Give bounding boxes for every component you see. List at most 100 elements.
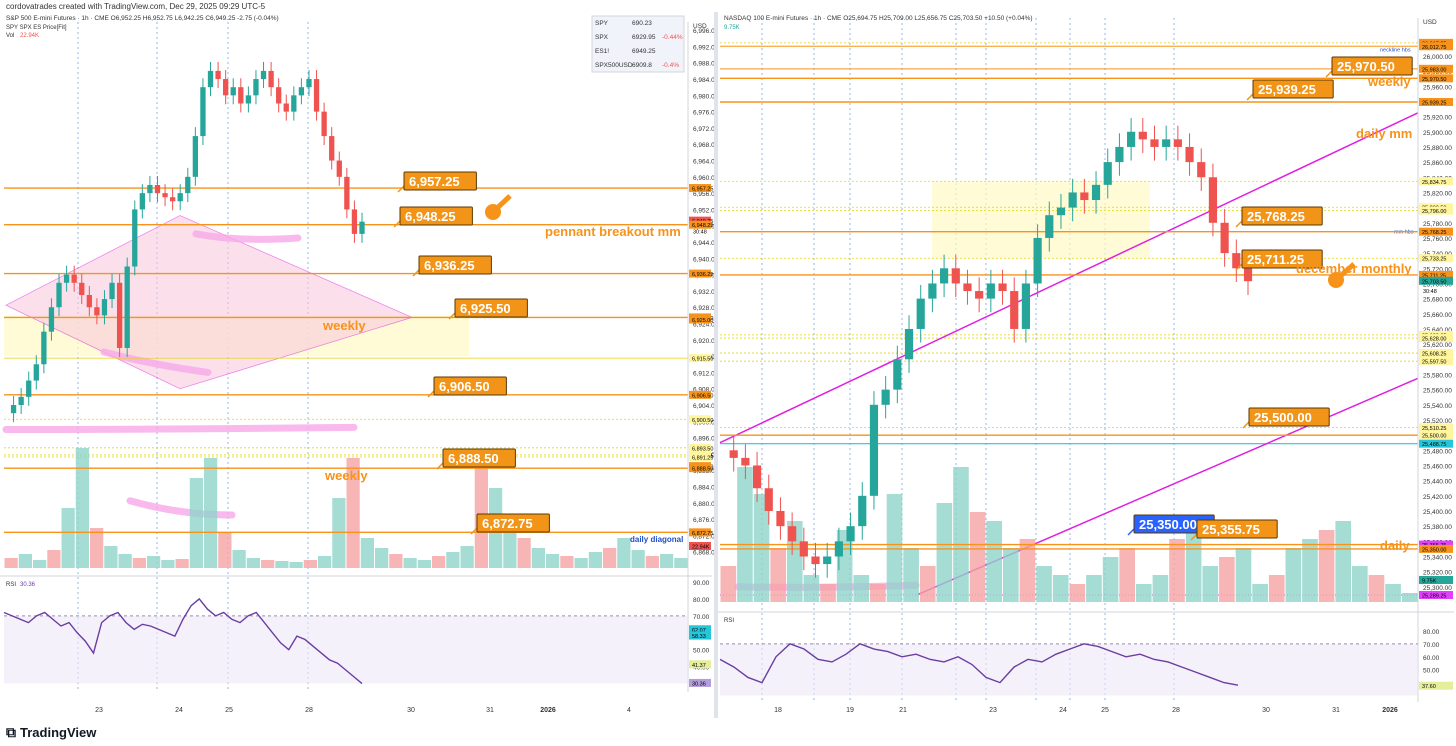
price-axis-tag-text: 25,970.50: [1422, 77, 1446, 83]
price-axis-tag: [1419, 544, 1453, 553]
candle-body: [276, 87, 282, 104]
candle-body: [268, 70, 274, 88]
rsi-axis-tag: [689, 660, 711, 669]
price-axis-tag: [689, 464, 711, 473]
price-axis-tag: [689, 542, 711, 550]
volume-legend-value: 22.94K: [20, 33, 39, 39]
pennant-shape: [5, 215, 414, 390]
level-note: pennant breakout mm: [545, 224, 681, 239]
volume-bar: [531, 548, 545, 568]
candle-body: [132, 209, 138, 267]
volume-bar: [318, 556, 332, 568]
rsi-tick-label: 90.00: [693, 580, 710, 587]
price-axis-tag: [1419, 42, 1453, 51]
volume-bar: [1102, 557, 1119, 602]
price-axis-tag: [1419, 334, 1453, 343]
price-axis-tag: [689, 452, 711, 461]
price-axis-tag: [1419, 276, 1453, 285]
price-tick-label: 25,320.00: [1423, 570, 1452, 577]
price-tick-label: 25,340.00: [1423, 554, 1452, 561]
volume-bar: [1119, 548, 1135, 602]
candle-body: [41, 331, 47, 365]
price-tick-label: 25,420.00: [1423, 494, 1452, 501]
candle-body: [359, 221, 365, 234]
candle-body: [200, 87, 206, 137]
candle-body: [741, 457, 750, 466]
volume-bar: [1135, 584, 1152, 602]
volume-bar: [1368, 575, 1385, 602]
volume-bar: [803, 575, 820, 602]
candle-body: [71, 274, 77, 283]
highlight-stroke: [192, 230, 302, 243]
candle-body: [260, 70, 267, 80]
time-tick-label: 21: [899, 707, 907, 714]
price-axis-tag: [689, 415, 711, 424]
candle-body: [1091, 184, 1101, 201]
volume-bar: [261, 560, 275, 568]
volume-bar: [18, 554, 32, 568]
price-tick-label: 6,904.00: [693, 403, 714, 410]
price-tick-label: 6,884.00: [693, 485, 714, 492]
watchlist-change: -0.44%: [662, 34, 683, 41]
price-axis-tag-text: 6,906.50: [692, 393, 713, 399]
price-axis-tag: [1419, 349, 1453, 358]
price-tick-label: 25,820.00: [1423, 190, 1452, 197]
candle-body: [313, 79, 320, 112]
volume-bar: [218, 532, 232, 568]
bar-countdown: 30:48: [1423, 289, 1437, 295]
watchlist-panel: [591, 15, 685, 73]
candle-body: [185, 176, 191, 194]
candle-body: [63, 274, 70, 283]
volume-bar: [1352, 566, 1368, 602]
rsi-line: [719, 643, 1239, 686]
price-axis-tag-text: 25,500.00: [1422, 434, 1446, 440]
candle-body: [811, 556, 820, 565]
volume-bar: [674, 558, 688, 568]
price-tick-label: 6,872.00: [693, 533, 714, 540]
rsi-axis-tag-text: 58.33: [692, 634, 706, 640]
price-axis-tag-text: 26,012.75: [1422, 45, 1446, 51]
currency-label: USD: [693, 23, 707, 30]
candle-body: [33, 364, 39, 381]
level-callout-price: 25,768.25: [1247, 209, 1305, 224]
level-note: weekly: [324, 468, 368, 483]
volume-bar: [1335, 521, 1352, 602]
time-tick-label: 30: [407, 707, 415, 714]
candle-body: [245, 95, 252, 104]
level-callout-box: [1248, 407, 1330, 427]
time-tick-label: 23: [95, 707, 103, 714]
candle-body: [1068, 192, 1077, 208]
volume-bar: [603, 548, 617, 568]
rsi-axis-tag-text: 37.60: [1422, 684, 1436, 690]
level-callout-price: 25,355.75: [1202, 522, 1260, 537]
time-tick-label: 31: [486, 707, 494, 714]
level-callout-price: 25,711.25: [1247, 252, 1304, 267]
candle-body: [764, 488, 773, 511]
volume-bar: [403, 558, 417, 568]
candle-body: [86, 295, 92, 308]
candle-body: [283, 103, 289, 112]
candle-body: [291, 95, 297, 112]
volume-bar: [517, 538, 531, 568]
es-futures-chart[interactable]: SPY 690.23 SPX 6929.95 -0.44% ES1! 6949.25 SPX5…: [0, 12, 714, 718]
price-axis-tag-text: 25,796.00: [1422, 209, 1446, 215]
price-axis-tag-text: 25,289.25: [1422, 593, 1446, 599]
level-note: december monthly: [1296, 261, 1412, 276]
price-tick-label: 6,920.00: [693, 338, 714, 345]
level-callout-box: [399, 206, 473, 226]
candle-body: [306, 79, 312, 88]
volume-bar: [660, 554, 674, 568]
price-axis-tag: [1419, 227, 1453, 236]
time-tick-label: 30: [1262, 707, 1270, 714]
volume-bar: [919, 566, 936, 602]
volume-bar: [118, 554, 132, 568]
watchlist-last: 6949.25: [632, 48, 656, 55]
volume-bar: [147, 556, 161, 568]
volume-bar: [1169, 539, 1185, 602]
rsi-axis-tag-text: 30.36: [692, 681, 706, 687]
time-tick-label: 23: [989, 707, 997, 714]
candle-body: [177, 193, 183, 202]
volume-bar: [1235, 548, 1252, 602]
price-axis-tag: [1419, 177, 1453, 186]
